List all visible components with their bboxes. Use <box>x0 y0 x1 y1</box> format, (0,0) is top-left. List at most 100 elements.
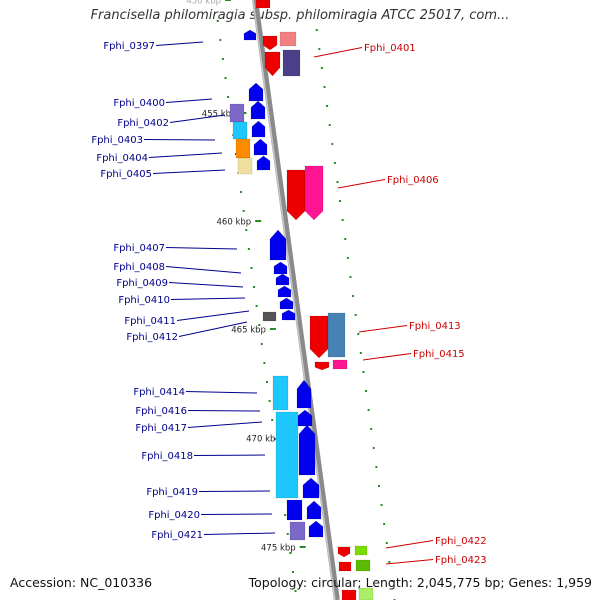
gene-arrow <box>262 35 278 51</box>
guide-dot <box>253 286 256 288</box>
gene-label-fphi_0409: Fphi_0409 <box>116 278 244 289</box>
leader-line <box>152 169 226 174</box>
leader-line <box>165 247 238 250</box>
guide-dot <box>227 96 230 98</box>
leader-line <box>165 266 242 274</box>
gene-label: Fphi_0415 <box>413 349 465 360</box>
leader-line <box>385 540 434 549</box>
kbp-tick-label: 465 kbp <box>231 326 266 336</box>
gene-label-fphi_0412: Fphi_0412 <box>126 321 248 343</box>
gene-label: Fphi_0411 <box>124 316 176 327</box>
gene-label-fphi_0423: Fphi_0423 <box>385 555 487 566</box>
guide-dot <box>221 58 224 60</box>
leader-line <box>185 391 258 394</box>
gene-arrow <box>253 138 268 156</box>
gene-arrow <box>308 520 324 538</box>
gene-arrow <box>302 477 320 499</box>
guide-dot <box>333 162 336 164</box>
gene-label: Fphi_0405 <box>100 169 152 180</box>
guide-dot <box>224 77 227 79</box>
gene-arrow <box>298 424 316 476</box>
gene-label: Fphi_0403 <box>91 135 143 146</box>
guide-dot <box>291 571 294 573</box>
map-title: Francisella philomiragia subsp. philomir… <box>90 8 510 23</box>
guide-dot <box>284 514 287 516</box>
backbone-highlight <box>252 0 336 600</box>
guide-dot <box>367 409 370 411</box>
gene-label-fphi_0420: Fphi_0420 <box>148 510 273 521</box>
leader-line <box>313 47 363 58</box>
gene-arrow <box>256 155 271 171</box>
guide-dot <box>289 552 292 554</box>
leader-line <box>385 559 434 565</box>
gene-arrow <box>306 500 322 520</box>
guide-dot <box>255 305 258 307</box>
guide-dot <box>271 419 274 421</box>
guide-dot <box>216 20 219 22</box>
gene-box <box>327 312 346 358</box>
kbp-tick: 460 kbp <box>217 218 262 228</box>
backbone-line <box>252 0 340 600</box>
gene-arrow <box>309 315 329 359</box>
guide-dot <box>354 314 357 316</box>
gene-arrow <box>275 273 290 286</box>
gene-arrow <box>337 546 351 558</box>
gene-label: Fphi_0414 <box>133 387 185 398</box>
guide-dot <box>336 181 339 183</box>
guide-dot <box>359 352 362 354</box>
gene-arrow <box>304 165 324 221</box>
gene-arrow <box>248 82 264 102</box>
kbp-tick: 450 kbp <box>186 0 231 7</box>
guide-dot <box>263 362 266 364</box>
guide-dot <box>357 333 360 335</box>
gene-arrow <box>250 100 266 120</box>
gene-arrow <box>279 297 294 310</box>
gene-box <box>237 157 253 175</box>
guide-dot <box>370 428 373 430</box>
gene-label: Fphi_0409 <box>116 278 168 289</box>
kbp-tick-mark <box>269 328 276 330</box>
guide-dot <box>273 438 276 440</box>
leader-line <box>358 325 408 333</box>
gene-label-fphi_0408: Fphi_0408 <box>113 262 242 274</box>
leader-line <box>198 490 271 492</box>
guide-dot <box>326 105 329 107</box>
leader-line <box>200 513 273 515</box>
gene-arrow <box>243 29 257 41</box>
gene-label-fphi_0413: Fphi_0413 <box>358 321 461 333</box>
kbp-tick-label: 455 kbp <box>202 110 237 120</box>
guide-dot <box>349 276 352 278</box>
guide-dot <box>331 143 334 145</box>
gene-box <box>355 559 371 572</box>
gene-glyphs <box>229 0 374 600</box>
gene-label: Fphi_0407 <box>113 243 165 254</box>
gene-label-fphi_0411: Fphi_0411 <box>124 310 250 327</box>
gene-box <box>232 121 248 140</box>
guide-dot <box>383 523 386 525</box>
kbp-tick-label: 450 kbp <box>186 0 221 7</box>
gene-arrow <box>277 285 292 298</box>
kbp-tick: 475 kbp <box>261 544 306 554</box>
guide-dot <box>318 48 321 50</box>
leader-line <box>170 297 246 300</box>
gene-arrow <box>296 379 312 409</box>
leader-line <box>362 353 412 361</box>
guide-dot <box>341 219 344 221</box>
leader-line <box>187 421 263 428</box>
gene-label-fphi_0421: Fphi_0421 <box>151 530 276 541</box>
guide-dot <box>380 504 383 506</box>
gene-label: Fphi_0416 <box>135 406 187 417</box>
guide-dot <box>385 542 388 544</box>
leader-line <box>169 114 226 123</box>
guide-dot <box>234 153 237 155</box>
kbp-tick-mark <box>225 0 231 1</box>
gene-label: Fphi_0419 <box>146 487 198 498</box>
gene-label-fphi_0405: Fphi_0405 <box>100 169 226 180</box>
gene-box <box>358 587 374 600</box>
gene-label-fphi_0407: Fphi_0407 <box>113 243 238 254</box>
leader-line <box>337 179 386 189</box>
gene-arrow <box>251 120 266 138</box>
guide-dot <box>328 124 331 126</box>
gene-label-fphi_0410: Fphi_0410 <box>118 295 246 306</box>
gene-label-fphi_0415: Fphi_0415 <box>362 349 465 361</box>
